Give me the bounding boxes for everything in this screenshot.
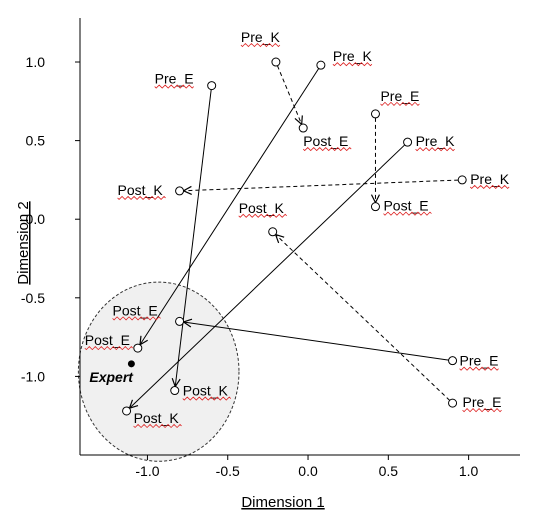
point-p5 bbox=[207, 81, 217, 91]
x-tick-label: 0.5 bbox=[379, 463, 399, 479]
spellcheck-underline bbox=[238, 213, 287, 218]
point-label: Post_E bbox=[383, 198, 428, 214]
arrow-p11-to-p12 bbox=[184, 179, 459, 191]
spellcheck-underline bbox=[380, 101, 420, 106]
spellcheck-underline bbox=[182, 396, 232, 401]
spellcheck-underline bbox=[133, 423, 182, 429]
spellcheck-underline bbox=[462, 408, 502, 413]
y-axis-label: Dimension 2 bbox=[15, 201, 32, 284]
point-label: Pre_K bbox=[333, 48, 373, 64]
arrow-p9-to-p10 bbox=[129, 144, 406, 408]
point-label: Post_K bbox=[183, 383, 229, 399]
x-tick-label: -0.5 bbox=[216, 463, 240, 479]
point-p7 bbox=[370, 109, 380, 119]
point-p14 bbox=[448, 398, 458, 408]
expert-point bbox=[127, 360, 135, 368]
point-label: Post_E bbox=[303, 133, 348, 149]
point-label: Pre_E bbox=[380, 88, 419, 104]
expert-region-circle bbox=[77, 281, 240, 462]
point-label: Pre_K bbox=[470, 171, 510, 187]
point-p3 bbox=[316, 60, 326, 70]
point-p13 bbox=[268, 227, 278, 237]
y-tick-label: -0.5 bbox=[21, 290, 45, 306]
x-tick-label: 1.0 bbox=[459, 463, 479, 479]
spellcheck-underline bbox=[154, 84, 194, 89]
point-label: Pre_E bbox=[155, 71, 194, 87]
point-label: Pre_E bbox=[460, 353, 499, 369]
arrow-p1-to-p2 bbox=[276, 65, 301, 125]
point-p1 bbox=[271, 57, 281, 67]
point-p4 bbox=[133, 343, 143, 353]
point-p2 bbox=[298, 123, 308, 133]
expert-label: Expert bbox=[89, 369, 134, 385]
x-tick-label: -1.0 bbox=[135, 463, 159, 479]
point-p10 bbox=[122, 406, 132, 416]
y-tick-label: 0.5 bbox=[26, 133, 46, 149]
point-label: Pre_K bbox=[416, 133, 456, 149]
spellcheck-underline bbox=[117, 195, 166, 200]
point-p11 bbox=[457, 175, 467, 185]
spellcheck-underline bbox=[459, 366, 499, 371]
point-label: Post_K bbox=[134, 410, 180, 426]
spellcheck-underline bbox=[469, 184, 510, 189]
point-p12 bbox=[175, 186, 185, 196]
point-p16 bbox=[175, 316, 185, 326]
point-p6 bbox=[170, 386, 180, 396]
spellcheck-underline bbox=[415, 147, 455, 152]
y-tick-label: 1.0 bbox=[26, 54, 46, 70]
point-p8 bbox=[370, 202, 380, 212]
y-tick-label: -1.0 bbox=[21, 368, 45, 384]
spellcheck-underline bbox=[302, 146, 352, 152]
arrow-p3-to-p4 bbox=[140, 68, 320, 345]
spellcheck-underline bbox=[240, 42, 281, 48]
point-p15 bbox=[448, 356, 458, 366]
arrow-p5-to-p6 bbox=[175, 89, 212, 387]
point-label: Pre_E bbox=[463, 394, 502, 410]
point-label: Pre_K bbox=[241, 29, 281, 45]
spellcheck-underline bbox=[112, 316, 161, 321]
arrow-p15-to-p16 bbox=[184, 322, 449, 361]
arrow-p14-to-p13 bbox=[276, 235, 451, 401]
point-p9 bbox=[403, 137, 413, 147]
point-label: Post_E bbox=[85, 332, 130, 348]
x-tick-label: 0.0 bbox=[298, 463, 318, 479]
spellcheck-underline bbox=[383, 211, 432, 216]
point-label: Post_K bbox=[118, 182, 164, 198]
spellcheck-underline bbox=[332, 62, 373, 67]
spellcheck-underline bbox=[84, 346, 134, 351]
y-tick-label: 0.0 bbox=[26, 211, 46, 227]
point-label: Post_K bbox=[239, 200, 285, 216]
x-axis-label: Dimension 1 bbox=[241, 494, 324, 511]
point-label: Post_E bbox=[113, 302, 158, 318]
